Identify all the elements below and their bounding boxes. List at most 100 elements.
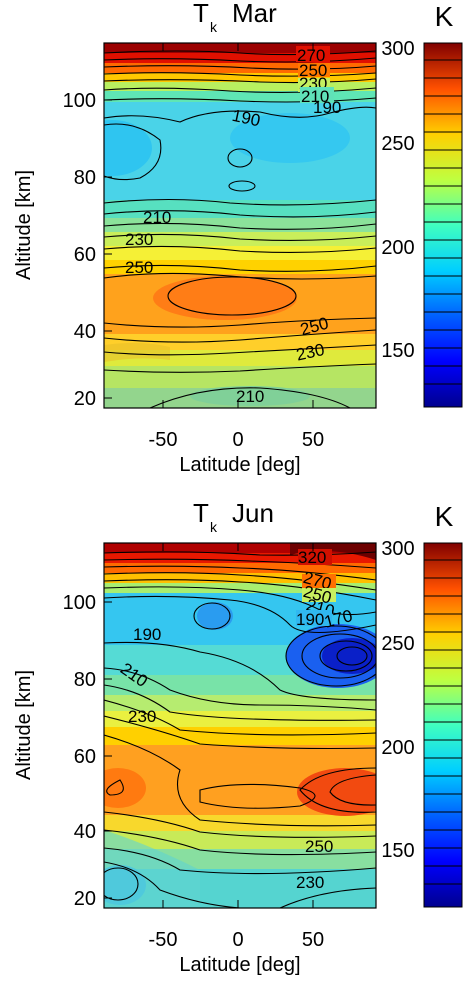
contour	[104, 272, 376, 280]
contour-label: 230	[125, 230, 153, 249]
band	[104, 43, 376, 53]
contour	[104, 829, 376, 856]
contour	[104, 586, 376, 616]
colorbar-tick-label: 150	[381, 340, 414, 362]
contour	[104, 72, 376, 77]
panel-mar-x-axis: -50 0 50 Latitude [deg]	[149, 43, 324, 476]
contour	[104, 106, 376, 123]
band	[104, 831, 376, 849]
colorbar-unit: K	[435, 1, 454, 32]
label-backdrop	[298, 63, 330, 77]
colorbar-tick-label: 150	[381, 840, 414, 862]
contour	[104, 97, 376, 103]
contour	[104, 699, 376, 736]
contour	[104, 867, 139, 901]
y-ticks	[104, 601, 112, 899]
band	[104, 727, 376, 745]
cold-pocket	[197, 602, 233, 630]
panel-mar-title-main: T	[193, 0, 209, 28]
contour	[285, 625, 376, 687]
contour	[193, 602, 231, 630]
contour	[149, 387, 351, 408]
panel-jun-heatmap: 320 270 250 210 190 170 190 210 230 250 …	[104, 543, 376, 908]
contour	[104, 344, 376, 356]
contour	[329, 774, 376, 806]
x-ticks	[162, 543, 314, 908]
x-tick-label: -50	[149, 929, 178, 951]
band	[104, 350, 376, 366]
panel-mar-contours	[104, 50, 376, 408]
x-tick-label: 0	[232, 929, 243, 951]
panel-jun: T k Jun	[13, 498, 463, 976]
band	[104, 543, 376, 553]
contour-label: 190	[313, 98, 341, 117]
contour	[301, 633, 376, 679]
band	[104, 553, 376, 563]
contour-label: 210	[236, 387, 264, 406]
contour	[104, 595, 376, 634]
band	[104, 73, 376, 82]
warm-pocket	[104, 768, 146, 808]
x-tick-label: 0	[232, 429, 243, 451]
contour	[279, 887, 376, 908]
contour-label: 210	[143, 208, 171, 227]
panel-jun-title: T k Jun	[193, 498, 274, 535]
panel-mar-frame	[103, 42, 377, 409]
colorbar-tick-label: 200	[381, 237, 414, 259]
panel-mar-contour-labels: 270 250 230 210 190 190 210 230 250 250 …	[125, 46, 341, 406]
colorbar-tick-label: 300	[381, 538, 414, 560]
colorbar-tick-label: 300	[381, 38, 414, 60]
warm-lobe	[104, 342, 170, 362]
colorbar-unit: K	[435, 501, 454, 532]
panel-jun-colorbar: K 300 250 200 150	[381, 501, 463, 908]
contour-label: 250	[305, 837, 333, 856]
label-backdrop	[296, 46, 330, 62]
hot-cap	[290, 543, 376, 560]
contour-label: 190	[296, 610, 324, 629]
label-backdrop	[300, 87, 334, 103]
contour	[104, 861, 241, 908]
contour	[104, 57, 376, 63]
contour	[104, 198, 376, 206]
band	[104, 695, 376, 711]
contour	[104, 811, 376, 838]
panel-mar-heatmap: 270 250 230 210 190 190 210 230 250 250 …	[104, 43, 376, 408]
panel-mar: T k Mar	[13, 0, 463, 476]
band	[104, 91, 376, 102]
contour	[104, 264, 376, 272]
band	[104, 366, 376, 388]
x-tick-label: 50	[302, 429, 324, 451]
contour	[104, 558, 376, 569]
contour-label: 250	[125, 258, 153, 277]
colorbar-ramp	[423, 542, 463, 908]
x-axis-label: Latitude [deg]	[179, 954, 300, 976]
band	[104, 583, 376, 593]
panel-mar-colorbar: K 300 250 200 150	[381, 1, 463, 408]
contour	[106, 779, 124, 796]
panel-jun-x-axis: -50 0 50 Latitude [deg]	[149, 543, 324, 976]
y-axis-label: Altitude [km]	[13, 170, 35, 280]
panel-jun-y-axis: 20 40 60 80 100 Altitude [km]	[13, 592, 112, 910]
band	[104, 334, 376, 350]
colorbar-ramp	[423, 42, 463, 408]
y-tick-label: 20	[74, 888, 96, 910]
y-axis-label: Altitude [km]	[13, 670, 35, 780]
contour	[104, 641, 376, 701]
cold-pocket	[230, 113, 350, 163]
y-tick-label: 40	[74, 321, 96, 343]
contour	[104, 123, 162, 181]
y-tick-label: 80	[74, 167, 96, 189]
colorbar-segments	[424, 559, 462, 885]
contour	[167, 276, 297, 316]
y-ticks	[104, 99, 112, 399]
contour	[104, 245, 376, 253]
contour	[319, 640, 373, 672]
cool-floor	[190, 386, 310, 406]
label-backdrop	[298, 549, 332, 565]
warm-core	[153, 276, 297, 320]
contour	[199, 783, 316, 809]
contour	[227, 148, 253, 168]
band	[104, 82, 376, 91]
label-backdrop	[302, 588, 336, 602]
